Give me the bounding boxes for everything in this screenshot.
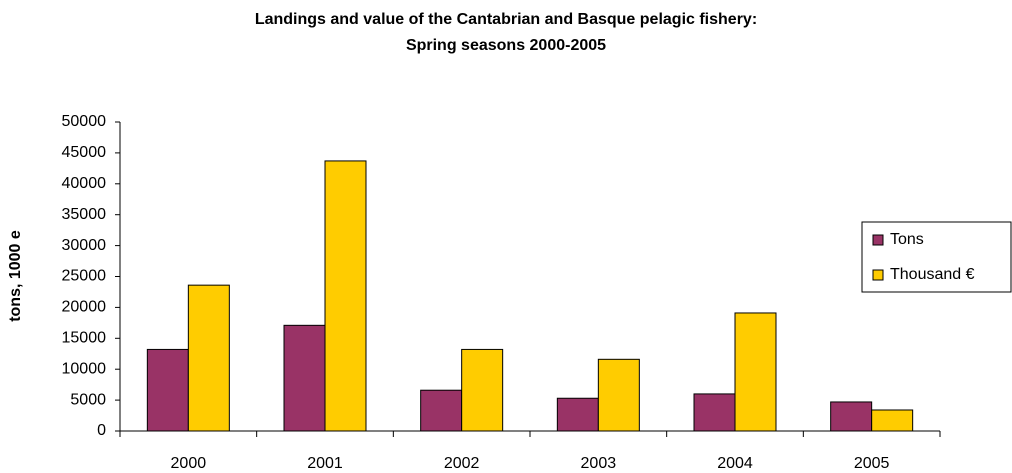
y-tick-label: 15000 (62, 330, 107, 347)
y-axis-label: tons, 1000 e (7, 230, 24, 322)
bar (420, 389, 463, 432)
y-tick-label: 0 (97, 422, 106, 439)
x-tick-label: 2004 (717, 455, 753, 472)
y-tick-label: 35000 (62, 206, 107, 223)
x-tick-label: 2002 (444, 455, 480, 472)
x-tick-label: 2000 (171, 455, 207, 472)
x-tick-label: 2005 (854, 455, 890, 472)
bar (556, 397, 599, 432)
bar (693, 393, 736, 432)
legend-swatch (872, 234, 884, 246)
chart-subtitle: Spring seasons 2000-2005 (406, 37, 606, 54)
bar (283, 324, 326, 432)
bar (324, 160, 367, 432)
legend-label: Tons (890, 231, 924, 248)
y-tick-label: 5000 (70, 391, 106, 408)
x-tick-label: 2003 (581, 455, 617, 472)
chart-title: Landings and value of the Cantabrian and… (255, 11, 757, 28)
y-tick-label: 20000 (62, 299, 107, 316)
bar (830, 401, 873, 432)
legend-label: Thousand € (890, 266, 975, 283)
y-tick-label: 30000 (62, 237, 107, 254)
y-tick-label: 50000 (62, 113, 107, 130)
bar (734, 312, 777, 432)
bar (871, 409, 914, 432)
y-tick-label: 45000 (62, 144, 107, 161)
y-tick-label: 40000 (62, 175, 107, 192)
legend-swatch (872, 269, 884, 281)
bar (187, 284, 230, 432)
legend-box (861, 221, 1012, 293)
bar (146, 348, 189, 432)
y-tick-label: 25000 (62, 268, 107, 285)
bar (597, 358, 640, 432)
x-tick-label: 2001 (307, 455, 343, 472)
y-tick-label: 10000 (62, 360, 107, 377)
bar (461, 348, 504, 432)
